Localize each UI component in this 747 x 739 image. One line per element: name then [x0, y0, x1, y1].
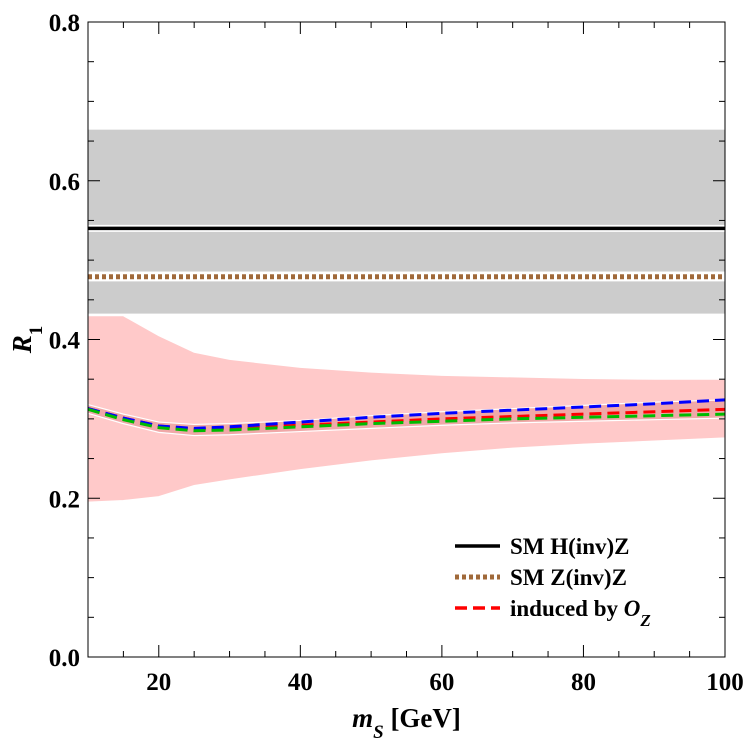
legend: SM H(inv)Z SM Z(inv)Z induced by OZ: [455, 534, 651, 630]
y-axis-title-sub: 1: [26, 326, 47, 336]
band-sm-h-inv-z-band: [87, 128, 726, 315]
series-line-4: [87, 398, 726, 430]
x-axis-title-rest: [GeV]: [384, 703, 461, 733]
y-tick-label: 0.6: [49, 169, 80, 196]
y-tick-label: 0.4: [49, 328, 81, 355]
legend-label-sm-z-inv-z: SM Z(inv)Z: [510, 565, 627, 590]
x-axis-title-main: m: [352, 703, 373, 733]
y-tick-label: 0.8: [49, 10, 80, 37]
x-tick-label: 80: [571, 669, 596, 696]
tick-labels-layer: 20 40 60 80 100 0.0 0.2 0.4 0.6 0.8: [49, 10, 744, 696]
bands-layer: [87, 128, 726, 503]
legend-label-induced-by-o-z: induced by OZ: [510, 596, 651, 630]
ticks-layer: [87, 21, 726, 658]
x-tick-label: 60: [429, 669, 454, 696]
y-tick-label: 0.0: [49, 645, 80, 672]
x-axis-title-sub: S: [373, 722, 384, 739]
series-layer: [87, 224, 726, 433]
legend-label-sm-h-inv-z: SM H(inv)Z: [510, 534, 629, 559]
y-axis-title: R1: [7, 326, 47, 355]
series-line-induced-by-o-z: [87, 407, 726, 431]
x-tick-label: 20: [146, 669, 171, 696]
y-axis-title-main: R: [7, 335, 37, 354]
x-tick-label: 40: [288, 669, 313, 696]
y-tick-label: 0.2: [49, 486, 80, 513]
x-tick-label: 100: [706, 669, 744, 696]
x-axis-title: mS [GeV]: [352, 703, 461, 739]
series-line-5: [87, 407, 726, 433]
plot-frame: [87, 21, 726, 658]
